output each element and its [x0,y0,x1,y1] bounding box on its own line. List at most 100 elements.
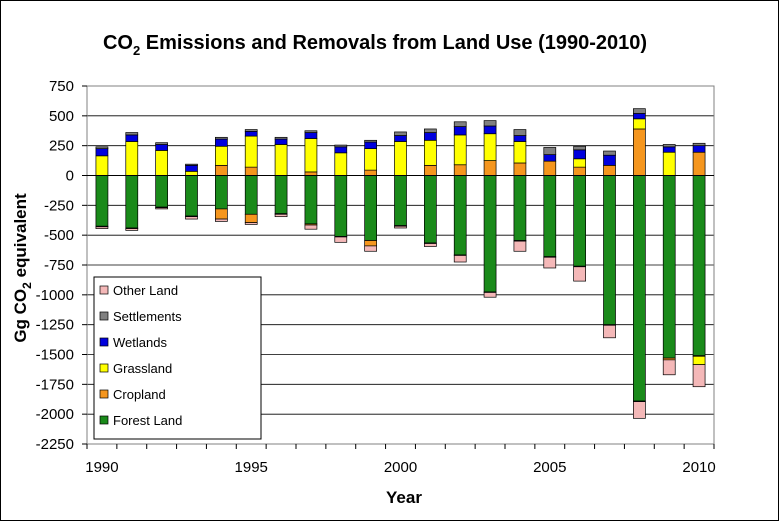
bar-forest-land [424,175,437,244]
legend-label-settlements: Settlements [113,309,182,324]
bar-wetlands [394,135,407,142]
bar-wetlands [453,126,467,136]
bar-cropland [513,162,527,176]
bar-grassland [633,118,646,130]
bar-grassland [453,134,467,166]
bar-settlements [603,150,616,156]
bar-cropland [364,169,377,176]
bar-grassland [513,141,527,164]
y-tick-label: -2000 [36,406,74,423]
bar-grassland [334,152,348,176]
bar-forest-land [573,175,586,267]
bar-forest-land [453,175,467,256]
legend-label-grassland: Grassland [113,361,172,376]
bar-cropland [424,165,437,176]
bar-wetlands [274,138,288,145]
bar-other-land [513,240,527,252]
bar-grassland [215,145,228,166]
y-axis-ticks: 750 500 250 0 -250 -500 -750 -1000 -1250 -1500 -17… [36,78,87,453]
bar-other-land [573,266,586,282]
bar-forest-land [662,175,676,359]
bar-wetlands [692,145,706,153]
bar-other-land [453,255,467,263]
bar-wetlands [155,144,168,151]
chart-title-prefix: CO [103,32,133,54]
bar-settlements [692,142,706,147]
x-tick-label: 2000 [384,459,417,476]
y-tick-label: 500 [49,108,74,125]
bar-forest-land [543,175,557,257]
bar-settlements [662,144,676,148]
bar-wetlands [244,130,258,137]
bar-settlements [244,129,258,132]
bar-cropland [483,160,497,176]
bar-settlements [633,108,646,114]
bar-wetlands [633,113,646,120]
bar-settlements [483,120,497,127]
bar-other-land [364,245,377,252]
bar-settlements [155,142,168,145]
legend-label-other-land: Other Land [113,283,178,298]
bar-grassland [424,139,437,166]
bar-wetlands [125,134,139,142]
bar-other-land [394,225,407,229]
bar-grassland [662,151,676,176]
bar-wetlands [364,141,377,150]
bar-grassland [185,170,198,176]
y-tick-label: -500 [44,227,74,244]
legend-swatch-cropland [99,389,109,399]
legend-swatch-wetlands [99,337,109,347]
bar-settlements [513,129,527,136]
bar-settlements [424,128,437,133]
bar-forest-land [692,175,706,357]
bar-settlements [125,132,139,136]
bar-settlements [364,139,377,143]
legend-label-forest-land: Forest Land [113,413,182,428]
y-tick-label: 750 [49,78,74,95]
bar-forest-land [185,175,198,217]
bar-settlements [394,131,407,136]
x-axis-label: Year [386,488,422,507]
y-axis-label-prefix: Gg CO [11,289,30,343]
x-axis-ticks: 1990 1995 2000 2005 2010 [85,444,716,476]
bar-wetlands [304,132,318,139]
bar-settlements [543,147,557,155]
bar-forest-land [513,175,527,241]
bar-wetlands [513,135,527,142]
y-tick-label: 250 [49,138,74,155]
bar-forest-land [244,175,258,215]
bar-other-land [603,324,616,339]
bar-wetlands [215,138,228,147]
bar-grassland [244,135,258,168]
legend-swatch-other-land [99,285,109,295]
bar-grassland [483,133,497,161]
bar-forest-land [394,175,407,226]
bar-wetlands [185,165,198,172]
bar-other-land [543,256,557,269]
bar-wetlands [573,149,586,160]
y-axis-label-subscript: 2 [20,282,34,289]
y-axis-label-suffix: equivalent [11,193,30,282]
bar-forest-land [125,175,139,229]
x-tick-label: 1995 [235,459,268,476]
bar-other-land [483,292,497,298]
chart-title-suffix: Emissions and Removals from Land Use (19… [140,32,647,54]
bar-wetlands [603,154,616,166]
bar-other-land [424,243,437,247]
bar-wetlands [543,154,557,162]
bar-grassland [125,141,139,176]
bar-forest-land [274,175,288,215]
bar-cropland [692,151,706,176]
y-tick-label: -1250 [36,317,74,334]
bar-grassland [573,158,586,168]
bar-wetlands [95,148,109,157]
bar-wetlands [334,146,348,154]
y-tick-label: -1000 [36,287,74,304]
bar-other-land [215,218,228,222]
bar-grassland [304,138,318,173]
legend-label-wetlands: Wetlands [113,335,167,350]
bar-settlements [274,136,288,140]
bar-settlements [185,163,198,166]
bar-settlements [215,136,228,140]
